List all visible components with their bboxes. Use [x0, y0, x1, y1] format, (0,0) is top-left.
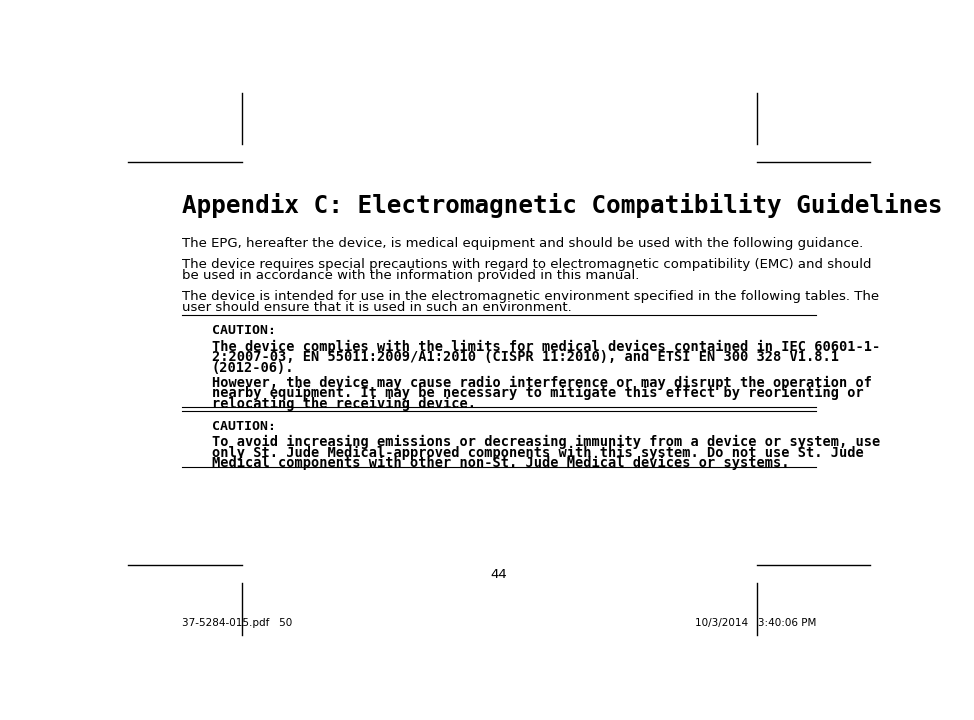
Text: 2:2007-03, EN 55011:2009/A1:2010 (CISPR 11:2010), and ETSI EN 300 328 V1.8.1: 2:2007-03, EN 55011:2009/A1:2010 (CISPR … — [211, 350, 839, 364]
Text: Medical components with other non-St. Jude Medical devices or systems.: Medical components with other non-St. Ju… — [211, 456, 789, 470]
Text: 10/3/2014   3:40:06 PM: 10/3/2014 3:40:06 PM — [694, 618, 816, 628]
Text: However, the device may cause radio interference or may disrupt the operation of: However, the device may cause radio inte… — [211, 376, 872, 390]
Text: The EPG, hereafter the device, is medical equipment and should be used with the : The EPG, hereafter the device, is medica… — [182, 237, 863, 250]
Text: To avoid increasing emissions or decreasing immunity from a device or system, us: To avoid increasing emissions or decreas… — [211, 435, 880, 449]
Text: only St. Jude Medical-approved components with this system. Do not use St. Jude: only St. Jude Medical-approved component… — [211, 446, 863, 460]
Text: (2012-06).: (2012-06). — [211, 361, 294, 374]
Text: CAUTION:: CAUTION: — [211, 324, 276, 338]
Text: 44: 44 — [491, 567, 507, 580]
Text: relocating the receiving device.: relocating the receiving device. — [211, 397, 475, 411]
Text: nearby equipment. It may be necessary to mitigate this effect by reorienting or: nearby equipment. It may be necessary to… — [211, 387, 863, 400]
Text: The device requires special precautions with regard to electromagnetic compatibi: The device requires special precautions … — [182, 258, 872, 271]
Text: be used in accordance with the information provided in this manual.: be used in accordance with the informati… — [182, 269, 640, 282]
Text: 37-5284-015.pdf   50: 37-5284-015.pdf 50 — [182, 618, 292, 628]
Text: The device complies with the limits for medical devices contained in IEC 60601-1: The device complies with the limits for … — [211, 340, 880, 354]
Text: user should ensure that it is used in such an environment.: user should ensure that it is used in su… — [182, 301, 572, 314]
Text: CAUTION:: CAUTION: — [211, 420, 276, 433]
Text: Appendix C: Electromagnetic Compatibility Guidelines: Appendix C: Electromagnetic Compatibilit… — [182, 193, 943, 217]
Text: The device is intended for use in the electromagnetic environment specified in t: The device is intended for use in the el… — [182, 290, 880, 303]
